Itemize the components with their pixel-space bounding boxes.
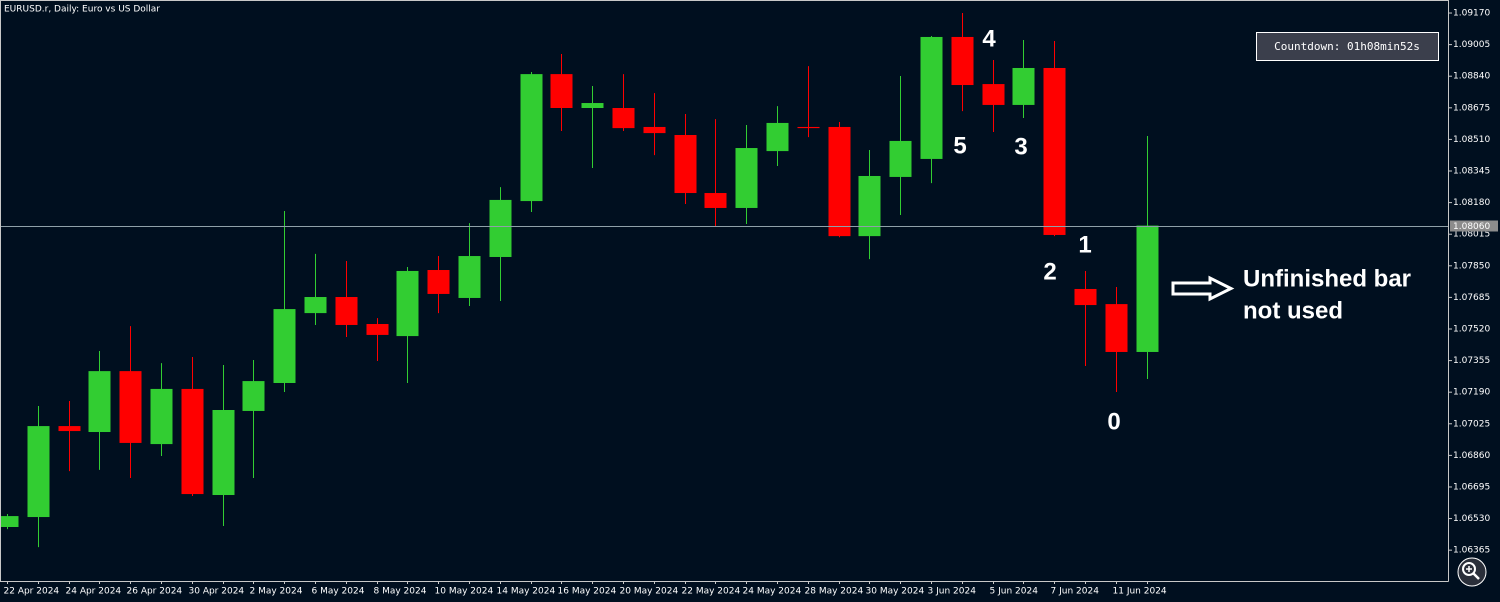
candle-body	[458, 256, 481, 298]
y-tick-label: 1.08675	[1453, 103, 1490, 113]
y-tick-label: 1.07190	[1453, 388, 1490, 398]
candle-body	[520, 74, 543, 202]
candle-body	[489, 199, 512, 257]
countdown: Countdown: 01h08min52s	[1274, 40, 1420, 53]
y-tick-label: 1.08510	[1453, 135, 1490, 145]
candle-body	[581, 103, 604, 109]
x-tick-label: 30 Apr 2024	[189, 587, 245, 597]
y-tick-label: 1.09170	[1453, 9, 1490, 19]
y-tick-label: 1.06860	[1453, 451, 1490, 461]
y-tick-label: 1.07520	[1453, 324, 1490, 334]
current-price-label: 1.08060	[1453, 222, 1490, 232]
x-tick-label: 6 May 2024	[312, 587, 365, 597]
candle-body	[858, 175, 881, 237]
x-tick-label: 14 May 2024	[497, 587, 556, 597]
candle-body	[273, 309, 296, 383]
candle-body	[242, 381, 265, 411]
candle-body	[735, 148, 758, 208]
x-tick-label: 11 Jun 2024	[1113, 587, 1167, 597]
y-tick-label: 1.06695	[1453, 482, 1490, 492]
candle-body	[119, 371, 142, 443]
y-tick-label: 1.07850	[1453, 261, 1490, 271]
candle-body	[612, 108, 635, 129]
candle-body	[1074, 288, 1097, 306]
wave-label: 5	[953, 132, 966, 159]
candle-body	[1136, 225, 1159, 352]
y-tick-label: 1.08840	[1453, 72, 1490, 82]
y-tick-label: 1.07355	[1453, 356, 1490, 366]
candle-body	[1043, 67, 1066, 235]
chart-title: EURUSD.r, Daily: Euro vs US Dollar	[4, 5, 160, 15]
x-tick-label: 30 May 2024	[866, 587, 925, 597]
x-tick-label: 22 Apr 2024	[4, 587, 60, 597]
candle-body	[366, 324, 389, 335]
plot-area	[0, 13, 1448, 548]
note: Unfinished bar	[1243, 265, 1411, 292]
candle-body	[396, 270, 419, 337]
y-tick-label: 1.06530	[1453, 514, 1490, 524]
x-tick-label: 24 May 2024	[743, 587, 802, 597]
candle-body	[797, 126, 820, 129]
x-tick-label: 16 May 2024	[558, 587, 617, 597]
candle-body	[674, 135, 697, 194]
candle-body	[0, 516, 19, 527]
candle-body	[335, 297, 358, 325]
current-price-box	[1450, 220, 1498, 232]
candle-body	[920, 36, 943, 159]
candle-body	[88, 371, 111, 433]
wave-label: 0	[1107, 408, 1120, 435]
candle-body	[27, 426, 50, 518]
x-tick-label: 8 May 2024	[374, 587, 427, 597]
candle-body	[1012, 67, 1035, 105]
candle-body	[427, 270, 450, 294]
candle-body	[982, 84, 1005, 105]
countdown-box	[1256, 32, 1439, 61]
y-tick-label: 1.07025	[1453, 419, 1490, 429]
x-tick-label: 28 May 2024	[805, 587, 864, 597]
x-tick-label: 10 May 2024	[435, 587, 494, 597]
candle-body	[304, 297, 327, 314]
arrow	[1171, 275, 1235, 302]
y-tick-label: 1.06365	[1453, 546, 1490, 556]
zoom-icon[interactable]	[1457, 557, 1487, 587]
candle-body	[766, 122, 789, 152]
candle-body	[212, 409, 235, 496]
x-tick-label: 5 Jun 2024	[990, 587, 1039, 597]
y-tick-label: 1.08345	[1453, 167, 1490, 177]
candle-body	[704, 193, 727, 208]
candle-body	[58, 426, 81, 432]
y-tick-label: 1.08015	[1453, 230, 1490, 240]
candle-body	[828, 126, 851, 237]
y-tick-label: 1.08180	[1453, 198, 1490, 208]
x-tick-label: 3 Jun 2024	[928, 587, 977, 597]
candle-body	[643, 126, 666, 134]
x-tick-label: 20 May 2024	[620, 587, 679, 597]
x-tick-label: 26 Apr 2024	[127, 587, 183, 597]
candle-body	[550, 74, 573, 109]
candle-body	[181, 388, 204, 495]
candle-body	[889, 140, 912, 177]
x-tick-label: 22 May 2024	[682, 587, 741, 597]
y-tick-label: 1.09005	[1453, 40, 1490, 50]
y-tick-label: 1.07685	[1453, 293, 1490, 303]
candle-body	[150, 388, 173, 445]
x-tick-label: 24 Apr 2024	[66, 587, 122, 597]
wave-label: 4	[982, 25, 996, 52]
wave-label: 3	[1014, 133, 1027, 160]
candle-body	[1105, 304, 1128, 352]
wave-label: 1	[1078, 231, 1091, 258]
wave-label: 2	[1043, 258, 1056, 285]
candle-body	[951, 36, 974, 86]
x-tick-label: 2 May 2024	[250, 587, 303, 597]
note: not used	[1243, 297, 1343, 324]
x-tick-label: 7 Jun 2024	[1051, 587, 1100, 597]
